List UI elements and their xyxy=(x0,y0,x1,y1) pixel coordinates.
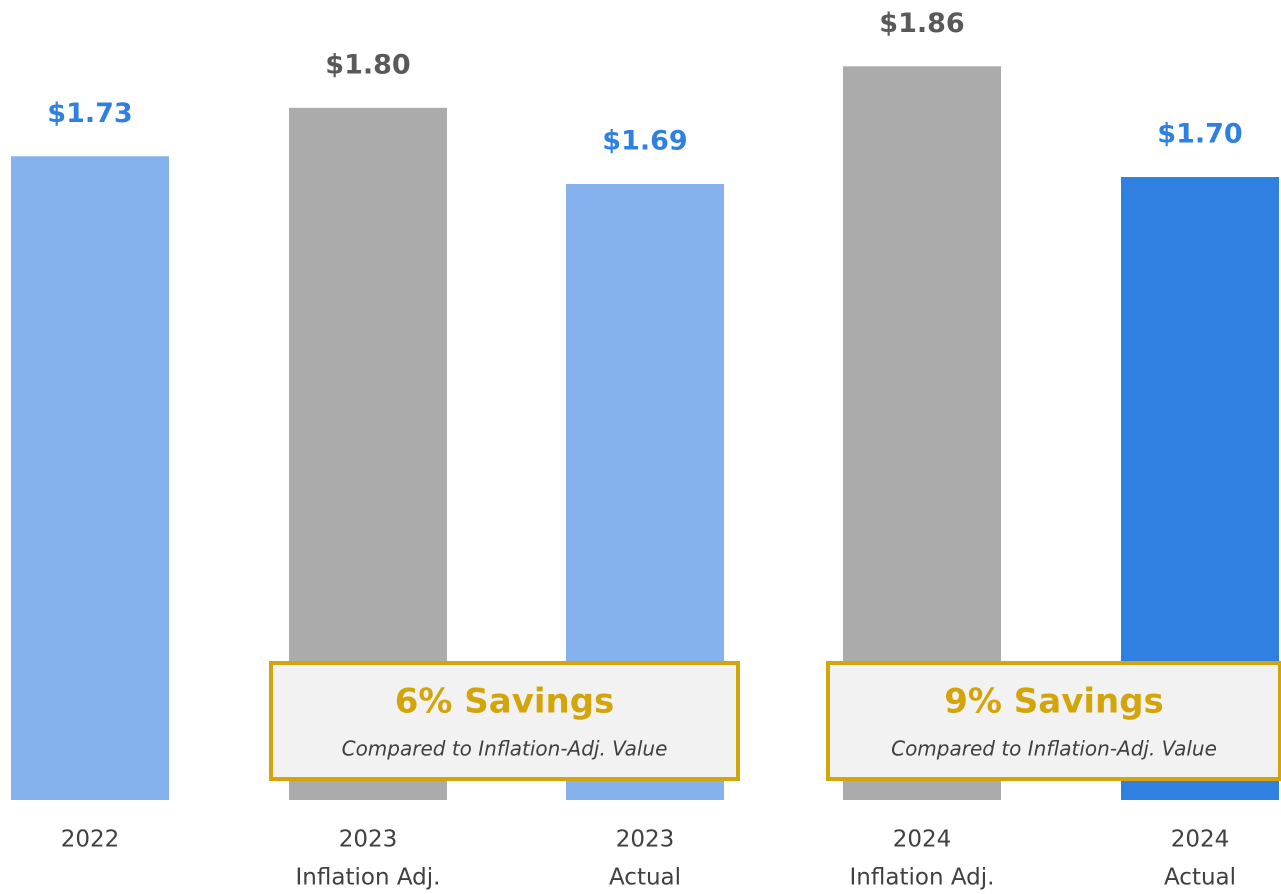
x-tick-label: 2024 xyxy=(1171,827,1230,853)
bar xyxy=(11,156,169,800)
data-label: $1.86 xyxy=(879,8,964,39)
x-tick-label: Actual xyxy=(609,865,681,891)
annotation-subtitle: Compared to Inflation-Adj. Value xyxy=(342,737,668,761)
annotation-box xyxy=(826,661,1281,781)
annotation-title: 9% Savings xyxy=(944,682,1164,722)
data-label: $1.69 xyxy=(602,125,687,156)
data-label: $1.70 xyxy=(1157,119,1242,150)
data-label: $1.80 xyxy=(325,49,410,80)
data-label: $1.73 xyxy=(47,98,132,129)
x-tick-label: Inflation Adj. xyxy=(296,865,441,891)
annotation-title: 6% Savings xyxy=(395,682,615,722)
x-tick-label: Inflation Adj. xyxy=(850,865,995,891)
annotation-subtitle: Compared to Inflation-Adj. Value xyxy=(891,737,1217,761)
x-tick-label: Actual xyxy=(1164,865,1236,891)
x-tick-label: 2022 xyxy=(61,827,120,853)
x-tick-label: 2023 xyxy=(339,827,398,853)
x-tick-label: 2023 xyxy=(616,827,675,853)
annotation-box xyxy=(269,661,740,781)
x-tick-label: 2024 xyxy=(893,827,952,853)
